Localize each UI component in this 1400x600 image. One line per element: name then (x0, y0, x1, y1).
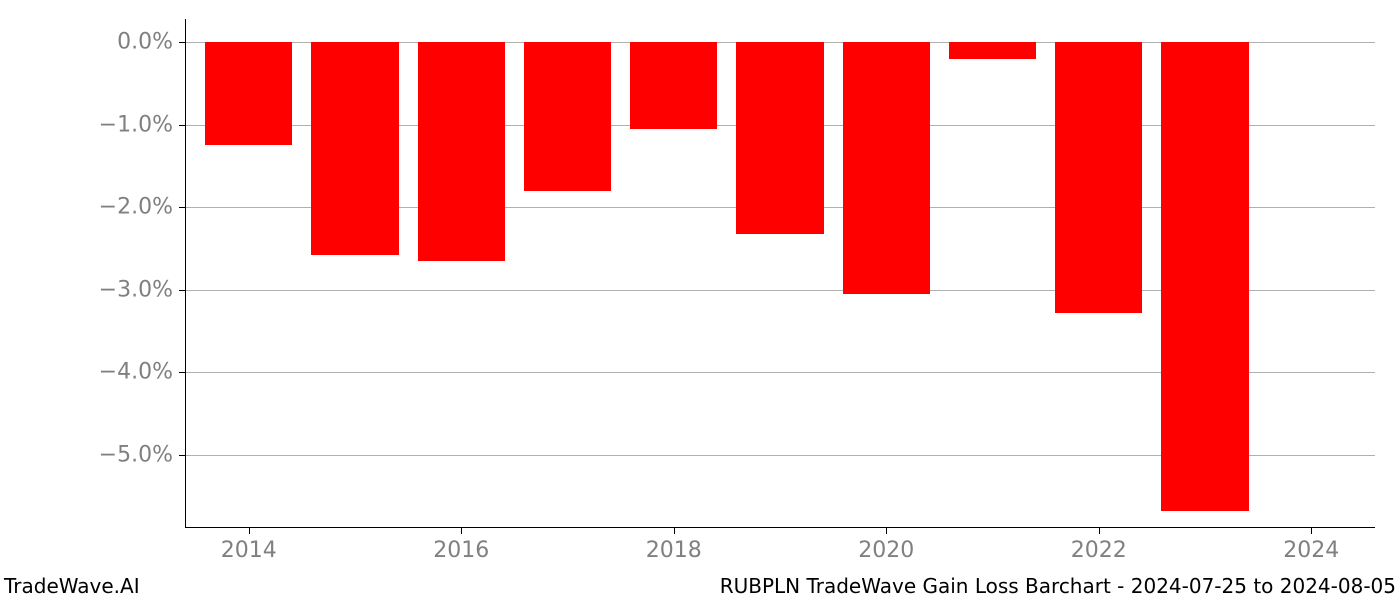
ytick-label: 0.0% (117, 30, 185, 55)
bar (524, 42, 611, 191)
xtick-label: 2016 (433, 528, 489, 563)
xtick-label: 2020 (858, 528, 914, 563)
y-axis-spine (185, 19, 186, 528)
bar (843, 42, 930, 294)
figure: 0.0% −1.0% −2.0% −3.0% −4.0% −5.0% 2014 2016 201… (0, 0, 1400, 600)
bar (1055, 42, 1142, 313)
bar (1161, 42, 1248, 511)
bar (418, 42, 505, 261)
ytick-label: −1.0% (99, 112, 185, 137)
xtick-label: 2024 (1283, 528, 1339, 563)
x-axis-spine (185, 527, 1375, 528)
bar (311, 42, 398, 255)
bar (736, 42, 823, 233)
ytick-label: −2.0% (99, 195, 185, 220)
ytick-label: −4.0% (99, 360, 185, 385)
bar (630, 42, 717, 129)
bar (949, 42, 1036, 59)
ytick-label: −5.0% (99, 442, 185, 467)
xtick-label: 2014 (221, 528, 277, 563)
caption-right: RUBPLN TradeWave Gain Loss Barchart - 20… (720, 574, 1396, 598)
ytick-label: −3.0% (99, 277, 185, 302)
plot-area: 0.0%−1.0%−2.0%−3.0%−4.0%−5.0%20142016201… (185, 18, 1375, 528)
bar (205, 42, 292, 145)
xtick-label: 2018 (646, 528, 702, 563)
xtick-label: 2022 (1071, 528, 1127, 563)
watermark-left: TradeWave.AI (4, 574, 140, 598)
